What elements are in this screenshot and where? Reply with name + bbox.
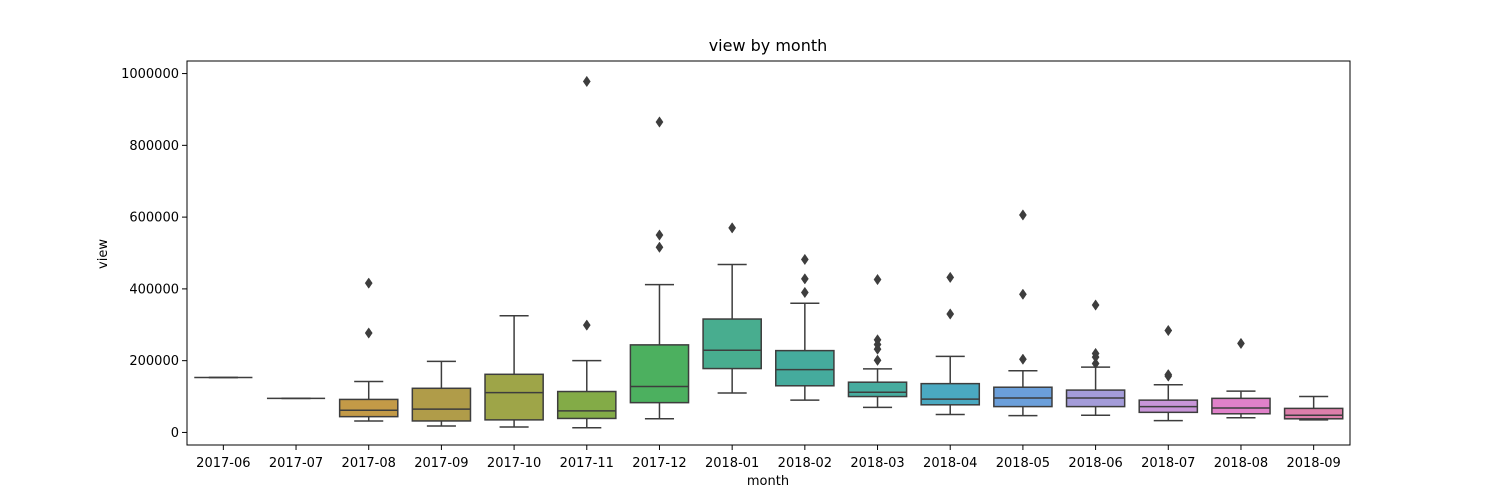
- x-tick-label: 2018-06: [1068, 456, 1122, 471]
- box-iqr: [775, 349, 835, 387]
- y-tick-label: 800000: [129, 139, 179, 154]
- boxes-layer: [194, 75, 1344, 429]
- box-group-2018-03: [847, 273, 908, 409]
- box-iqr: [1283, 407, 1344, 420]
- x-tick-label: 2017-08: [342, 456, 396, 471]
- x-tick-label: 2018-04: [923, 456, 977, 471]
- chart-title: view by month: [709, 36, 828, 55]
- outlier-point: [364, 327, 373, 339]
- box-iqr: [338, 398, 399, 418]
- x-tick-label: 2018-02: [778, 456, 832, 471]
- outlier-point: [1164, 369, 1173, 381]
- outlier-point: [946, 308, 955, 320]
- y-tick-label: 1000000: [121, 67, 179, 82]
- y-axis: 0 200000 400000 600000 800000 1000000: [121, 67, 187, 441]
- box-group-2018-01: [702, 222, 762, 394]
- box-iqr: [629, 344, 690, 404]
- y-tick-label: 0: [171, 426, 179, 441]
- outlier-point: [728, 222, 737, 234]
- box-group-2018-05: [993, 209, 1053, 417]
- box-group-2017-09: [411, 360, 472, 427]
- y-tick-label: 400000: [129, 282, 179, 297]
- box-group-2018-06: [1065, 299, 1126, 416]
- box-iqr: [920, 382, 981, 406]
- box-iqr: [484, 373, 544, 421]
- box-group-2018-04: [920, 271, 981, 416]
- outlier-point: [582, 75, 591, 88]
- outlier-point: [1091, 347, 1100, 360]
- y-tick-label: 600000: [129, 211, 179, 226]
- y-tick-label: 200000: [129, 354, 179, 369]
- x-tick-label: 2017-07: [269, 456, 323, 471]
- box-iqr: [847, 381, 908, 398]
- box-group-2018-07: [1138, 324, 1199, 422]
- outlier-point: [800, 273, 809, 285]
- outlier-point: [800, 253, 809, 266]
- outlier-point: [873, 354, 882, 366]
- outlier-point: [655, 229, 664, 241]
- box-iqr: [1211, 397, 1271, 415]
- outlier-point: [1019, 288, 1027, 300]
- outlier-point: [582, 319, 591, 331]
- box-group-2017-12: [629, 116, 690, 420]
- x-tick-label: 2018-05: [996, 456, 1050, 471]
- outlier-point: [655, 241, 664, 253]
- box-group-2017-10: [484, 315, 544, 428]
- plot-area-frame: [186, 60, 1351, 446]
- x-tick-label: 2018-09: [1286, 456, 1340, 471]
- box-iqr: [411, 387, 472, 422]
- x-tick-label: 2018-07: [1141, 456, 1195, 471]
- x-axis-label: month: [747, 474, 789, 489]
- box-group-2018-09: [1283, 395, 1344, 421]
- x-tick-label: 2017-12: [632, 456, 686, 471]
- y-axis-label: view: [96, 239, 111, 269]
- x-axis: 2017-06 2017-07 2017-08 2017-09 2017-10 2017-…: [196, 445, 1341, 471]
- outlier-point: [1019, 209, 1027, 221]
- outlier-point: [1091, 357, 1100, 370]
- box-group-2018-08: [1211, 337, 1271, 419]
- outlier-point: [800, 286, 809, 299]
- outlier-point: [873, 273, 882, 286]
- x-tick-label: 2017-09: [414, 456, 468, 471]
- outlier-point: [1237, 337, 1245, 350]
- outlier-point: [873, 334, 882, 346]
- box-group-2018-02: [775, 253, 835, 401]
- outlier-point: [1091, 299, 1100, 311]
- outlier-point: [655, 116, 664, 128]
- x-tick-label: 2018-01: [705, 456, 759, 471]
- box-iqr: [993, 386, 1053, 408]
- outlier-point: [946, 271, 955, 284]
- x-tick-label: 2018-03: [850, 456, 904, 471]
- outlier-point: [364, 277, 373, 289]
- x-tick-label: 2017-10: [487, 456, 541, 471]
- x-tick-label: 2018-08: [1214, 456, 1268, 471]
- x-tick-label: 2017-11: [560, 456, 614, 471]
- outlier-point: [1164, 324, 1173, 337]
- box-iqr: [556, 390, 617, 420]
- box-group-2017-08: [338, 277, 399, 422]
- box-group-2017-11: [556, 75, 617, 429]
- outlier-point: [1019, 353, 1027, 365]
- x-tick-label: 2017-06: [196, 456, 250, 471]
- box-iqr: [702, 318, 762, 370]
